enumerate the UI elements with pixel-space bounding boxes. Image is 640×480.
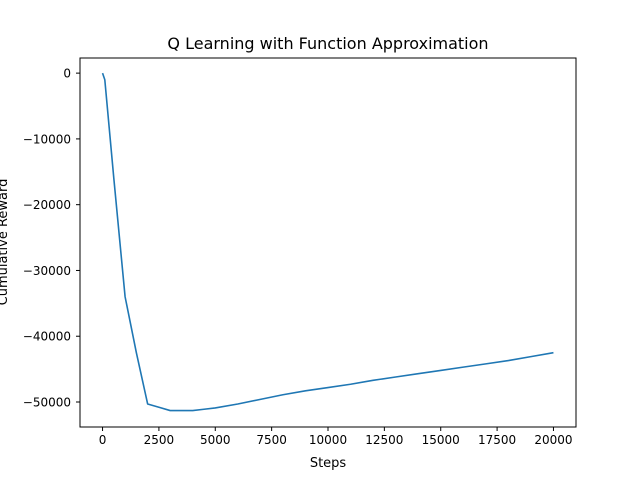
- x-tick-label: 10000: [309, 433, 347, 447]
- y-axis: 0 −10000 −20000 −30000 −40000 −50000: [23, 67, 80, 410]
- x-axis-label: Steps: [310, 456, 347, 471]
- chart-title: Q Learning with Function Approximation: [167, 34, 488, 53]
- x-tick-label: 7500: [256, 433, 287, 447]
- x-tick-label: 0: [99, 433, 107, 447]
- y-tick-label: −10000: [23, 132, 71, 146]
- x-tick-label: 20000: [534, 433, 572, 447]
- x-tick-label: 2500: [144, 433, 175, 447]
- x-tick-label: 12500: [365, 433, 403, 447]
- y-tick-label: −30000: [23, 264, 71, 278]
- y-tick-label: −40000: [23, 330, 71, 344]
- x-axis: 0 2500 5000 7500 10000 12500 15000 17500 20000: [99, 427, 573, 447]
- y-axis-label: Cumulative Reward: [0, 179, 11, 306]
- y-tick-label: −20000: [23, 198, 71, 212]
- y-tick-label: 0: [63, 67, 71, 81]
- plot-area: [101, 72, 554, 412]
- x-tick-label: 15000: [422, 433, 460, 447]
- x-tick-label: 5000: [200, 433, 231, 447]
- series-line-0: [101, 72, 554, 412]
- y-tick-label: −50000: [23, 396, 71, 410]
- x-tick-label: 17500: [478, 433, 516, 447]
